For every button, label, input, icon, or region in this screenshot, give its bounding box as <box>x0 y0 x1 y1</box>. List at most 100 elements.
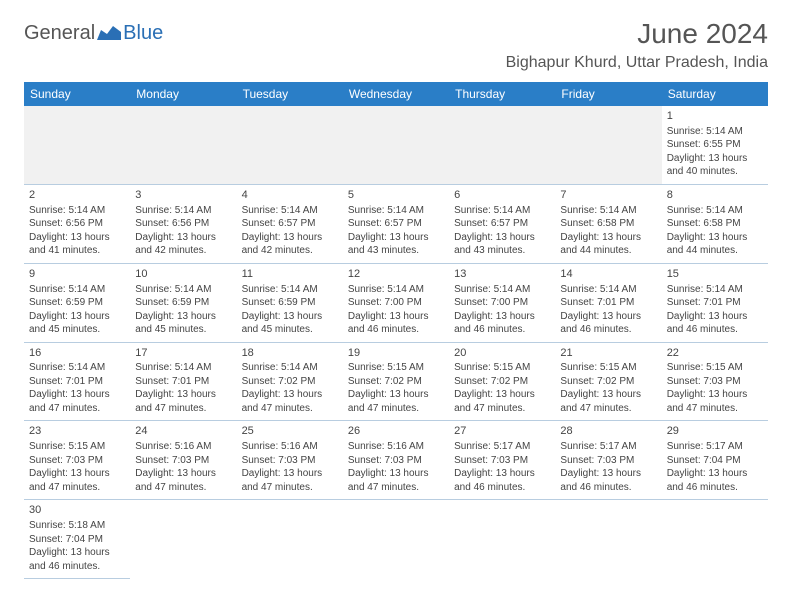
sunrise-text: Sunrise: 5:14 AM <box>135 283 231 297</box>
day-header-cell: Tuesday <box>237 82 343 106</box>
sunrise-text: Sunrise: 5:14 AM <box>29 283 125 297</box>
daylight-text: Daylight: 13 hours and 47 minutes. <box>454 388 550 415</box>
sunrise-text: Sunrise: 5:14 AM <box>667 283 763 297</box>
sunset-text: Sunset: 7:03 PM <box>348 454 444 468</box>
calendar-week-row: 9Sunrise: 5:14 AMSunset: 6:59 PMDaylight… <box>24 263 768 342</box>
day-number: 10 <box>135 267 231 282</box>
sunrise-text: Sunrise: 5:14 AM <box>667 204 763 218</box>
daylight-text: Daylight: 13 hours and 47 minutes. <box>348 388 444 415</box>
sunrise-text: Sunrise: 5:16 AM <box>348 440 444 454</box>
sunrise-text: Sunrise: 5:14 AM <box>667 125 763 139</box>
daylight-text: Daylight: 13 hours and 46 minutes. <box>560 310 656 337</box>
calendar-week-row: 23Sunrise: 5:15 AMSunset: 7:03 PMDayligh… <box>24 421 768 500</box>
calendar-day-cell: 23Sunrise: 5:15 AMSunset: 7:03 PMDayligh… <box>24 421 130 500</box>
sunrise-text: Sunrise: 5:14 AM <box>560 283 656 297</box>
calendar-day-cell: 19Sunrise: 5:15 AMSunset: 7:02 PMDayligh… <box>343 342 449 421</box>
sunset-text: Sunset: 6:59 PM <box>242 296 338 310</box>
sunset-text: Sunset: 7:03 PM <box>454 454 550 468</box>
daylight-text: Daylight: 13 hours and 47 minutes. <box>560 388 656 415</box>
day-number: 18 <box>242 346 338 361</box>
month-title: June 2024 <box>506 18 768 50</box>
daylight-text: Daylight: 13 hours and 47 minutes. <box>348 467 444 494</box>
daylight-text: Daylight: 13 hours and 42 minutes. <box>135 231 231 258</box>
day-number: 17 <box>135 346 231 361</box>
calendar-day-cell: 30Sunrise: 5:18 AMSunset: 7:04 PMDayligh… <box>24 500 130 579</box>
day-number: 23 <box>29 424 125 439</box>
flag-icon <box>97 26 121 42</box>
sunset-text: Sunset: 7:00 PM <box>454 296 550 310</box>
sunset-text: Sunset: 6:56 PM <box>29 217 125 231</box>
daylight-text: Daylight: 13 hours and 41 minutes. <box>29 231 125 258</box>
calendar-day-cell: 9Sunrise: 5:14 AMSunset: 6:59 PMDaylight… <box>24 263 130 342</box>
sunset-text: Sunset: 7:04 PM <box>667 454 763 468</box>
calendar-day-cell: 15Sunrise: 5:14 AMSunset: 7:01 PMDayligh… <box>662 263 768 342</box>
day-header-cell: Friday <box>555 82 661 106</box>
day-number: 20 <box>454 346 550 361</box>
daylight-text: Daylight: 13 hours and 45 minutes. <box>135 310 231 337</box>
day-number: 27 <box>454 424 550 439</box>
sunset-text: Sunset: 6:58 PM <box>667 217 763 231</box>
calendar-day-cell: 4Sunrise: 5:14 AMSunset: 6:57 PMDaylight… <box>237 184 343 263</box>
daylight-text: Daylight: 13 hours and 44 minutes. <box>667 231 763 258</box>
calendar-empty-cell <box>662 500 768 579</box>
day-number: 3 <box>135 188 231 203</box>
sunrise-text: Sunrise: 5:15 AM <box>560 361 656 375</box>
sunrise-text: Sunrise: 5:14 AM <box>348 204 444 218</box>
calendar-day-cell: 1Sunrise: 5:14 AMSunset: 6:55 PMDaylight… <box>662 106 768 184</box>
calendar-day-cell: 29Sunrise: 5:17 AMSunset: 7:04 PMDayligh… <box>662 421 768 500</box>
sunrise-text: Sunrise: 5:17 AM <box>667 440 763 454</box>
calendar-empty-cell <box>555 500 661 579</box>
daylight-text: Daylight: 13 hours and 45 minutes. <box>29 310 125 337</box>
day-number: 14 <box>560 267 656 282</box>
sunrise-text: Sunrise: 5:14 AM <box>242 283 338 297</box>
calendar-day-cell: 25Sunrise: 5:16 AMSunset: 7:03 PMDayligh… <box>237 421 343 500</box>
sunrise-text: Sunrise: 5:14 AM <box>454 204 550 218</box>
sunrise-text: Sunrise: 5:16 AM <box>242 440 338 454</box>
daylight-text: Daylight: 13 hours and 46 minutes. <box>348 310 444 337</box>
calendar-empty-cell <box>130 106 236 184</box>
daylight-text: Daylight: 13 hours and 46 minutes. <box>454 467 550 494</box>
calendar-day-cell: 17Sunrise: 5:14 AMSunset: 7:01 PMDayligh… <box>130 342 236 421</box>
sunrise-text: Sunrise: 5:14 AM <box>560 204 656 218</box>
logo-text-blue: Blue <box>123 22 163 45</box>
day-number: 21 <box>560 346 656 361</box>
day-number: 22 <box>667 346 763 361</box>
day-number: 11 <box>242 267 338 282</box>
day-number: 13 <box>454 267 550 282</box>
daylight-text: Daylight: 13 hours and 43 minutes. <box>348 231 444 258</box>
sunset-text: Sunset: 6:57 PM <box>348 217 444 231</box>
calendar-day-cell: 27Sunrise: 5:17 AMSunset: 7:03 PMDayligh… <box>449 421 555 500</box>
day-header-cell: Sunday <box>24 82 130 106</box>
calendar-empty-cell <box>555 106 661 184</box>
sunset-text: Sunset: 7:02 PM <box>560 375 656 389</box>
calendar-day-cell: 7Sunrise: 5:14 AMSunset: 6:58 PMDaylight… <box>555 184 661 263</box>
day-header-row: SundayMondayTuesdayWednesdayThursdayFrid… <box>24 82 768 106</box>
sunset-text: Sunset: 6:58 PM <box>560 217 656 231</box>
day-number: 16 <box>29 346 125 361</box>
daylight-text: Daylight: 13 hours and 45 minutes. <box>242 310 338 337</box>
sunrise-text: Sunrise: 5:18 AM <box>29 519 125 533</box>
daylight-text: Daylight: 13 hours and 46 minutes. <box>667 467 763 494</box>
logo: General Blue <box>24 22 163 45</box>
sunrise-text: Sunrise: 5:14 AM <box>135 361 231 375</box>
sunset-text: Sunset: 7:02 PM <box>242 375 338 389</box>
calendar-day-cell: 28Sunrise: 5:17 AMSunset: 7:03 PMDayligh… <box>555 421 661 500</box>
sunset-text: Sunset: 6:59 PM <box>29 296 125 310</box>
sunset-text: Sunset: 7:02 PM <box>348 375 444 389</box>
calendar-day-cell: 8Sunrise: 5:14 AMSunset: 6:58 PMDaylight… <box>662 184 768 263</box>
calendar-day-cell: 24Sunrise: 5:16 AMSunset: 7:03 PMDayligh… <box>130 421 236 500</box>
sunset-text: Sunset: 6:59 PM <box>135 296 231 310</box>
sunset-text: Sunset: 7:03 PM <box>135 454 231 468</box>
calendar-empty-cell <box>130 500 236 579</box>
sunset-text: Sunset: 7:02 PM <box>454 375 550 389</box>
day-number: 24 <box>135 424 231 439</box>
calendar-week-row: 16Sunrise: 5:14 AMSunset: 7:01 PMDayligh… <box>24 342 768 421</box>
sunrise-text: Sunrise: 5:14 AM <box>348 283 444 297</box>
daylight-text: Daylight: 13 hours and 47 minutes. <box>29 388 125 415</box>
sunset-text: Sunset: 6:57 PM <box>454 217 550 231</box>
calendar-week-row: 2Sunrise: 5:14 AMSunset: 6:56 PMDaylight… <box>24 184 768 263</box>
sunrise-text: Sunrise: 5:15 AM <box>29 440 125 454</box>
day-number: 4 <box>242 188 338 203</box>
logo-text-general: General <box>24 22 95 45</box>
calendar-day-cell: 10Sunrise: 5:14 AMSunset: 6:59 PMDayligh… <box>130 263 236 342</box>
